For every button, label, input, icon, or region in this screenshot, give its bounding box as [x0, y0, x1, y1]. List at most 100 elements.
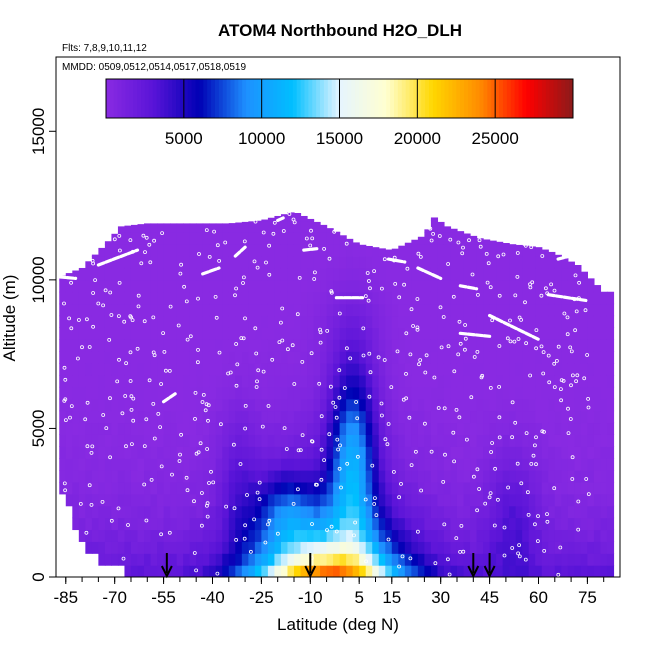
heatmap-cell: [144, 267, 152, 281]
sample-point: [552, 385, 557, 390]
heatmap-cell: [333, 363, 341, 376]
heatmap-cell: [359, 517, 367, 531]
heatmap-cell: [489, 481, 497, 495]
heatmap-cell: [372, 458, 380, 471]
heatmap-cell: [528, 446, 536, 459]
heatmap-cell: [307, 291, 315, 305]
sample-point: [429, 449, 434, 454]
sample-point: [422, 421, 427, 426]
heatmap-cell: [567, 446, 575, 459]
heatmap-cell: [567, 386, 575, 400]
heatmap-cell: [333, 374, 341, 388]
heatmap-cell: [157, 493, 165, 507]
heatmap-cell: [522, 315, 530, 328]
heatmap-cell: [144, 481, 152, 495]
heatmap-cell: [554, 434, 562, 447]
heatmap-cell: [209, 363, 217, 376]
heatmap-cell: [456, 351, 465, 364]
heatmap-cell: [326, 244, 334, 257]
heatmap-cell: [157, 279, 165, 293]
heatmap-cell: [574, 517, 582, 531]
heatmap-cell: [587, 303, 595, 317]
heatmap-cell: [235, 541, 243, 554]
heatmap-cell: [307, 303, 315, 317]
heatmap-cell: [359, 422, 367, 435]
heatmap-cell: [59, 327, 67, 340]
heatmap-cell: [72, 374, 80, 388]
heatmap-cell: [254, 303, 262, 317]
heatmap-cell: [528, 481, 536, 495]
heatmap-cell: [417, 315, 425, 328]
heatmap-cell: [489, 351, 497, 364]
heatmap-cell: [130, 398, 139, 412]
heatmap-cell: [333, 446, 341, 459]
sample-point: [531, 453, 536, 458]
heatmap-cell: [228, 279, 236, 293]
heatmap-cell: [535, 315, 543, 328]
heatmap-cell: [346, 374, 354, 388]
heatmap-cell: [307, 220, 315, 233]
heatmap-cell: [313, 410, 321, 424]
heatmap-cell: [385, 565, 393, 577]
heatmap-cell: [554, 256, 562, 269]
heatmap-cell: [437, 244, 445, 257]
heatmap-cell: [580, 458, 588, 471]
sample-point: [515, 274, 520, 279]
heatmap-cell: [528, 339, 536, 352]
heatmap-cell: [300, 339, 308, 352]
sample-point: [67, 316, 71, 321]
heatmap-cell: [228, 291, 236, 305]
heatmap-cell: [463, 410, 471, 424]
heatmap-cell: [189, 223, 197, 233]
heatmap-cell: [241, 303, 249, 317]
heatmap-cell: [137, 303, 145, 317]
heatmap-cell: [398, 458, 406, 471]
sample-point: [432, 375, 437, 380]
heatmap-cell: [320, 279, 328, 293]
heatmap-cell: [91, 374, 99, 388]
heatmap-cell: [117, 517, 126, 531]
sample-point: [559, 398, 563, 403]
heatmap-cell: [137, 470, 145, 483]
heatmap-cell: [320, 410, 328, 424]
heatmap-cell: [398, 351, 406, 364]
heatmap-cell: [307, 267, 315, 281]
sample-point: [454, 407, 459, 412]
sample-point: [327, 432, 332, 437]
heatmap-cell: [183, 291, 191, 305]
heatmap-cell: [150, 386, 158, 400]
colorbar-swatch: [487, 79, 492, 118]
heatmap-cell: [365, 386, 373, 400]
heatmap-cell: [91, 303, 99, 317]
heatmap-cell: [300, 493, 308, 507]
heatmap-cell: [391, 363, 399, 376]
heatmap-cell: [443, 303, 452, 317]
sample-point: [408, 352, 413, 357]
x-tick-label: 60: [529, 588, 548, 607]
heatmap-cell: [483, 351, 491, 364]
sample-point: [352, 533, 356, 538]
heatmap-cell: [287, 232, 295, 245]
heatmap-cell: [378, 505, 386, 519]
heatmap-cell: [254, 410, 262, 424]
heatmap-cell: [411, 458, 419, 471]
heatmap-cell: [600, 434, 608, 447]
heatmap-cell: [261, 398, 269, 412]
heatmap-cell: [365, 517, 373, 531]
heatmap-cell: [411, 470, 419, 483]
heatmap-cell: [293, 458, 302, 471]
heatmap-cell: [267, 217, 276, 222]
sample-point: [90, 444, 95, 449]
heatmap-cell: [261, 493, 269, 507]
heatmap-cell: [307, 398, 315, 412]
sample-point: [577, 296, 581, 301]
heatmap-cell: [222, 458, 230, 471]
sample-point: [228, 370, 233, 375]
sample-point: [516, 551, 520, 556]
heatmap-cell: [541, 470, 549, 483]
heatmap-cell: [483, 386, 491, 400]
heatmap-cell: [241, 493, 249, 507]
heatmap-cell: [352, 242, 360, 245]
heatmap-cell: [554, 553, 562, 566]
heatmap-cell: [124, 279, 132, 293]
